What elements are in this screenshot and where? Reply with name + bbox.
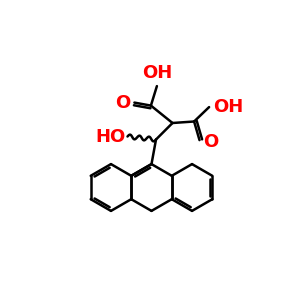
- Text: OH: OH: [142, 64, 172, 82]
- Text: O: O: [203, 133, 218, 151]
- Text: HO: HO: [96, 128, 126, 146]
- Text: OH: OH: [213, 98, 243, 116]
- Text: O: O: [115, 94, 130, 112]
